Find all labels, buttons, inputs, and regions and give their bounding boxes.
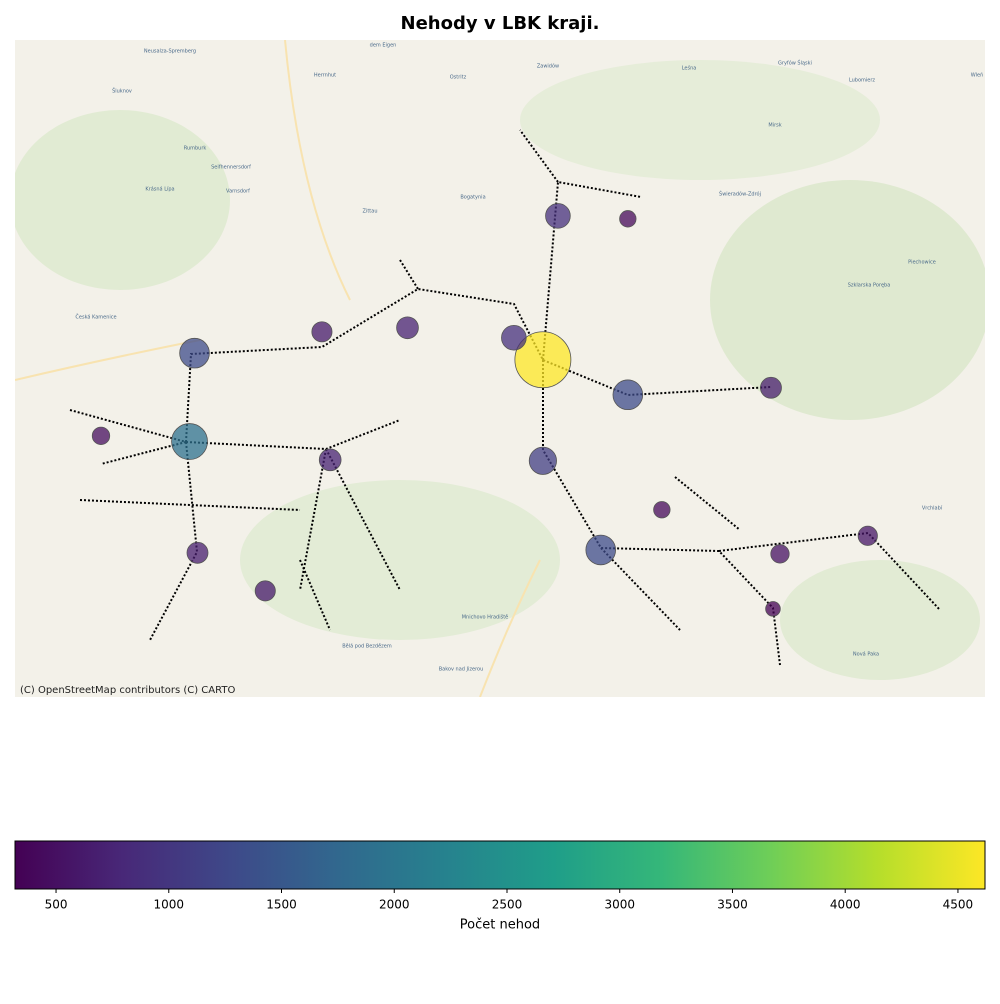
basemap: Neusalza-Spremberg dem Eigen Zawidów Leś…: [15, 40, 985, 697]
place-label: Herrnhut: [314, 73, 336, 79]
place-label: Bogatynia: [460, 195, 485, 201]
cluster: [760, 376, 782, 399]
clusters: [91, 203, 878, 617]
place-label: Mirsk: [768, 123, 781, 129]
place-label: Mnichovo Hradiště: [462, 614, 509, 621]
cluster: [765, 601, 781, 617]
colorbar-tick-label: 4500: [943, 898, 974, 912]
cluster: [528, 446, 557, 475]
colorbar-tick-label: 3500: [717, 898, 748, 912]
cluster: [653, 501, 671, 519]
cluster: [770, 544, 790, 564]
colorbar-tick-label: 2000: [379, 898, 410, 912]
place-label: Vrchlabí: [922, 505, 943, 512]
cluster: [179, 337, 210, 369]
colorbar-tick-label: 1000: [154, 898, 185, 912]
place-label: dem Eigen: [370, 43, 397, 49]
attribution: (C) OpenStreetMap contributors (C) CARTO: [20, 685, 235, 696]
place-label: Szklarska Poręba: [848, 283, 891, 289]
place-label: Piechowice: [908, 260, 936, 266]
cluster: [585, 534, 616, 566]
place-label: Bakov nad Jizerou: [439, 667, 484, 673]
cluster: [501, 324, 527, 351]
place-label: Česká Kamenice: [75, 314, 116, 321]
cluster: [91, 426, 111, 445]
colorbar-tick-label: 4000: [830, 898, 861, 912]
place-label: Neusalza-Spremberg: [144, 49, 196, 55]
cluster: [254, 580, 276, 602]
cluster: [318, 448, 342, 472]
place-label: Gryfów Śląski: [778, 60, 812, 67]
cluster: [514, 331, 572, 389]
place-label: Šluknov: [112, 88, 132, 95]
cluster: [619, 210, 637, 228]
place-label: Seifhennersdorf: [211, 165, 251, 171]
colorbar-tick-label: 1500: [266, 898, 297, 912]
colorbar-label: Počet nehod: [460, 918, 540, 933]
place-label: Świeradów-Zdrój: [719, 191, 761, 198]
colorbar: [14, 840, 986, 890]
place-label: Krásná Lípa: [145, 186, 174, 193]
place-label: Zawidów: [537, 63, 559, 70]
cluster: [171, 423, 208, 460]
place-label: Rumburk: [184, 146, 207, 152]
chart-title: Nehody v LBK kraji.: [401, 13, 600, 34]
place-label: Bělá pod Bezdězem: [342, 643, 392, 650]
place-label: Zittau: [363, 209, 378, 215]
cluster: [311, 321, 333, 343]
place-label: Nová Paka: [853, 651, 879, 658]
cluster: [186, 541, 209, 564]
cluster: [396, 316, 419, 340]
colorbar-tick-label: 3000: [604, 898, 635, 912]
place-label: Leśna: [682, 65, 697, 72]
place-label: Wleń: [971, 72, 984, 79]
cluster: [545, 203, 571, 229]
colorbar-tick-label: 2500: [492, 898, 523, 912]
place-label: Varnsdorf: [226, 189, 250, 195]
cluster: [612, 379, 644, 411]
colorbar-tick-label: 500: [45, 898, 68, 912]
place-label: Ostritz: [450, 75, 467, 81]
place-label: Lubomierz: [849, 78, 875, 84]
colorbar-ticks: 500 1000 1500 2000 2500 3000 3500 4000 4500: [45, 889, 974, 912]
cluster: [857, 525, 878, 546]
